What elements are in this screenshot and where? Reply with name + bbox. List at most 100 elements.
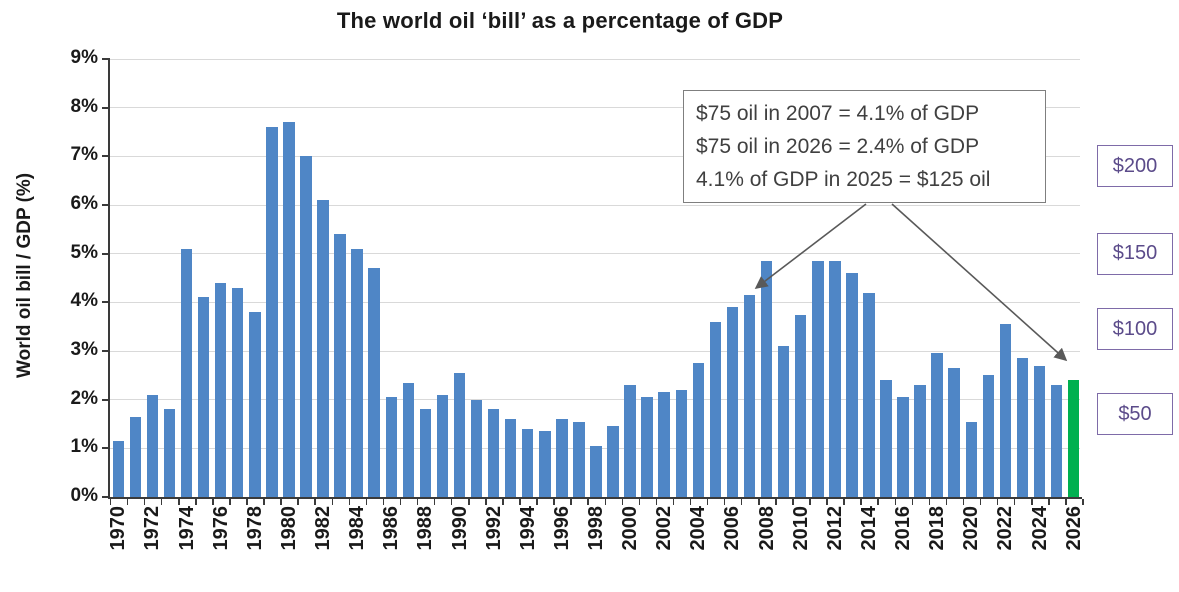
bar-2015 bbox=[880, 380, 892, 497]
bar-2012 bbox=[829, 260, 841, 497]
x-label-1986: 1986 bbox=[380, 506, 403, 551]
x-tick-1974 bbox=[178, 499, 180, 505]
bar-2014 bbox=[863, 292, 875, 497]
gridline-9% bbox=[110, 58, 1080, 60]
annotation-callout: $75 oil in 2007 = 4.1% of GDP $75 oil in… bbox=[683, 90, 1046, 203]
x-label-1990: 1990 bbox=[448, 506, 471, 551]
y-tick-label-0%: 0% bbox=[70, 485, 98, 506]
x-tick-2004 bbox=[689, 499, 692, 505]
x-label-2016: 2016 bbox=[892, 506, 915, 551]
bar-2013 bbox=[846, 273, 858, 497]
x-tick-1981 bbox=[297, 499, 299, 505]
x-tick-1976 bbox=[212, 499, 214, 505]
bar-2009 bbox=[777, 346, 790, 497]
x-tick-1987 bbox=[399, 499, 402, 505]
bar-1995 bbox=[539, 431, 551, 497]
bar-1992 bbox=[487, 409, 500, 497]
x-tick-2015 bbox=[877, 499, 879, 505]
x-label-1996: 1996 bbox=[550, 506, 573, 551]
bar-1993 bbox=[504, 419, 517, 497]
bar-2002 bbox=[658, 392, 670, 497]
bar-2004 bbox=[692, 363, 705, 497]
y-tick-7% bbox=[102, 155, 110, 158]
bar-2007 bbox=[743, 295, 756, 497]
x-label-1988: 1988 bbox=[414, 506, 437, 551]
y-tick-8% bbox=[102, 106, 110, 109]
bar-1981 bbox=[300, 156, 312, 497]
x-axis-line bbox=[108, 497, 1082, 499]
x-tick-1997 bbox=[570, 499, 572, 505]
x-tick-2020 bbox=[962, 499, 965, 505]
x-tick-1983 bbox=[331, 499, 334, 505]
x-tick-2024 bbox=[1031, 499, 1033, 505]
x-tick-2010 bbox=[792, 499, 794, 505]
x-tick-1972 bbox=[143, 499, 146, 505]
x-label-2008: 2008 bbox=[755, 506, 778, 551]
y-tick-5% bbox=[102, 252, 110, 255]
y-tick-4% bbox=[102, 301, 110, 304]
x-tick-2005 bbox=[706, 499, 709, 505]
x-tick-2001 bbox=[638, 499, 641, 505]
x-tick-2003 bbox=[672, 499, 675, 505]
x-tick-2012 bbox=[826, 499, 828, 505]
y-tick-label-1%: 1% bbox=[70, 436, 98, 458]
x-label-1974: 1974 bbox=[175, 506, 198, 551]
annotation-line-3: 4.1% of GDP in 2025 = $125 oil bbox=[696, 168, 991, 191]
x-tick-1982 bbox=[314, 499, 316, 505]
x-tick-1977 bbox=[229, 499, 231, 505]
bar-2017 bbox=[914, 385, 926, 497]
bar-1998 bbox=[590, 445, 602, 497]
y-tick-label-6%: 6% bbox=[70, 193, 98, 214]
x-tick-1978 bbox=[246, 499, 248, 505]
x-tick-2022 bbox=[996, 499, 999, 505]
bar-2006 bbox=[726, 307, 739, 497]
bar-1986 bbox=[385, 397, 397, 497]
gridline-3% bbox=[110, 350, 1080, 352]
y-tick-label-5%: 5% bbox=[70, 241, 98, 263]
x-label-1976: 1976 bbox=[209, 506, 232, 551]
bar-2000 bbox=[624, 385, 636, 497]
x-tick-1989 bbox=[433, 499, 436, 505]
annotation-line-1: $75 oil in 2007 = 4.1% of GDP bbox=[696, 102, 980, 125]
bar-1989 bbox=[436, 394, 449, 497]
bar-1996 bbox=[556, 419, 568, 497]
bar-1974 bbox=[180, 248, 193, 497]
y-tick-2% bbox=[102, 398, 110, 401]
bar-1985 bbox=[368, 268, 380, 497]
arrow-to-2026 bbox=[891, 203, 1068, 362]
x-label-2002: 2002 bbox=[653, 506, 676, 551]
gridline-7% bbox=[110, 155, 1080, 157]
gridline-8% bbox=[110, 107, 1080, 109]
y-tick-label-4%: 4% bbox=[70, 290, 98, 312]
x-tick-1994 bbox=[519, 499, 521, 505]
x-tick-1975 bbox=[195, 499, 197, 505]
bar-2003 bbox=[675, 389, 688, 497]
x-tick-end bbox=[1082, 499, 1084, 505]
x-label-2018: 2018 bbox=[926, 506, 949, 551]
x-tick-1985 bbox=[365, 499, 368, 505]
price-label-150: $150 bbox=[1097, 232, 1173, 275]
x-tick-1996 bbox=[553, 499, 555, 505]
bar-1973 bbox=[163, 409, 176, 497]
bar-1983 bbox=[334, 234, 346, 497]
x-label-2026: 2026 bbox=[1062, 506, 1085, 551]
bar-2020 bbox=[965, 421, 978, 497]
bar-1977 bbox=[231, 287, 244, 497]
bar-2023 bbox=[1016, 358, 1029, 497]
bar-1980 bbox=[283, 122, 295, 497]
x-tick-1979 bbox=[263, 499, 265, 505]
x-label-2010: 2010 bbox=[789, 506, 812, 551]
bar-2021 bbox=[982, 375, 995, 497]
x-tick-2007 bbox=[740, 499, 743, 505]
bar-1970 bbox=[112, 441, 125, 497]
x-tick-1971 bbox=[126, 499, 129, 505]
x-tick-1988 bbox=[416, 499, 419, 505]
x-tick-1991 bbox=[468, 499, 470, 505]
bar-2011 bbox=[812, 260, 824, 497]
x-label-2014: 2014 bbox=[857, 506, 880, 551]
bar-1975 bbox=[197, 297, 210, 497]
bar-1971 bbox=[129, 416, 142, 497]
x-label-1982: 1982 bbox=[312, 506, 335, 551]
x-tick-2017 bbox=[911, 499, 914, 505]
